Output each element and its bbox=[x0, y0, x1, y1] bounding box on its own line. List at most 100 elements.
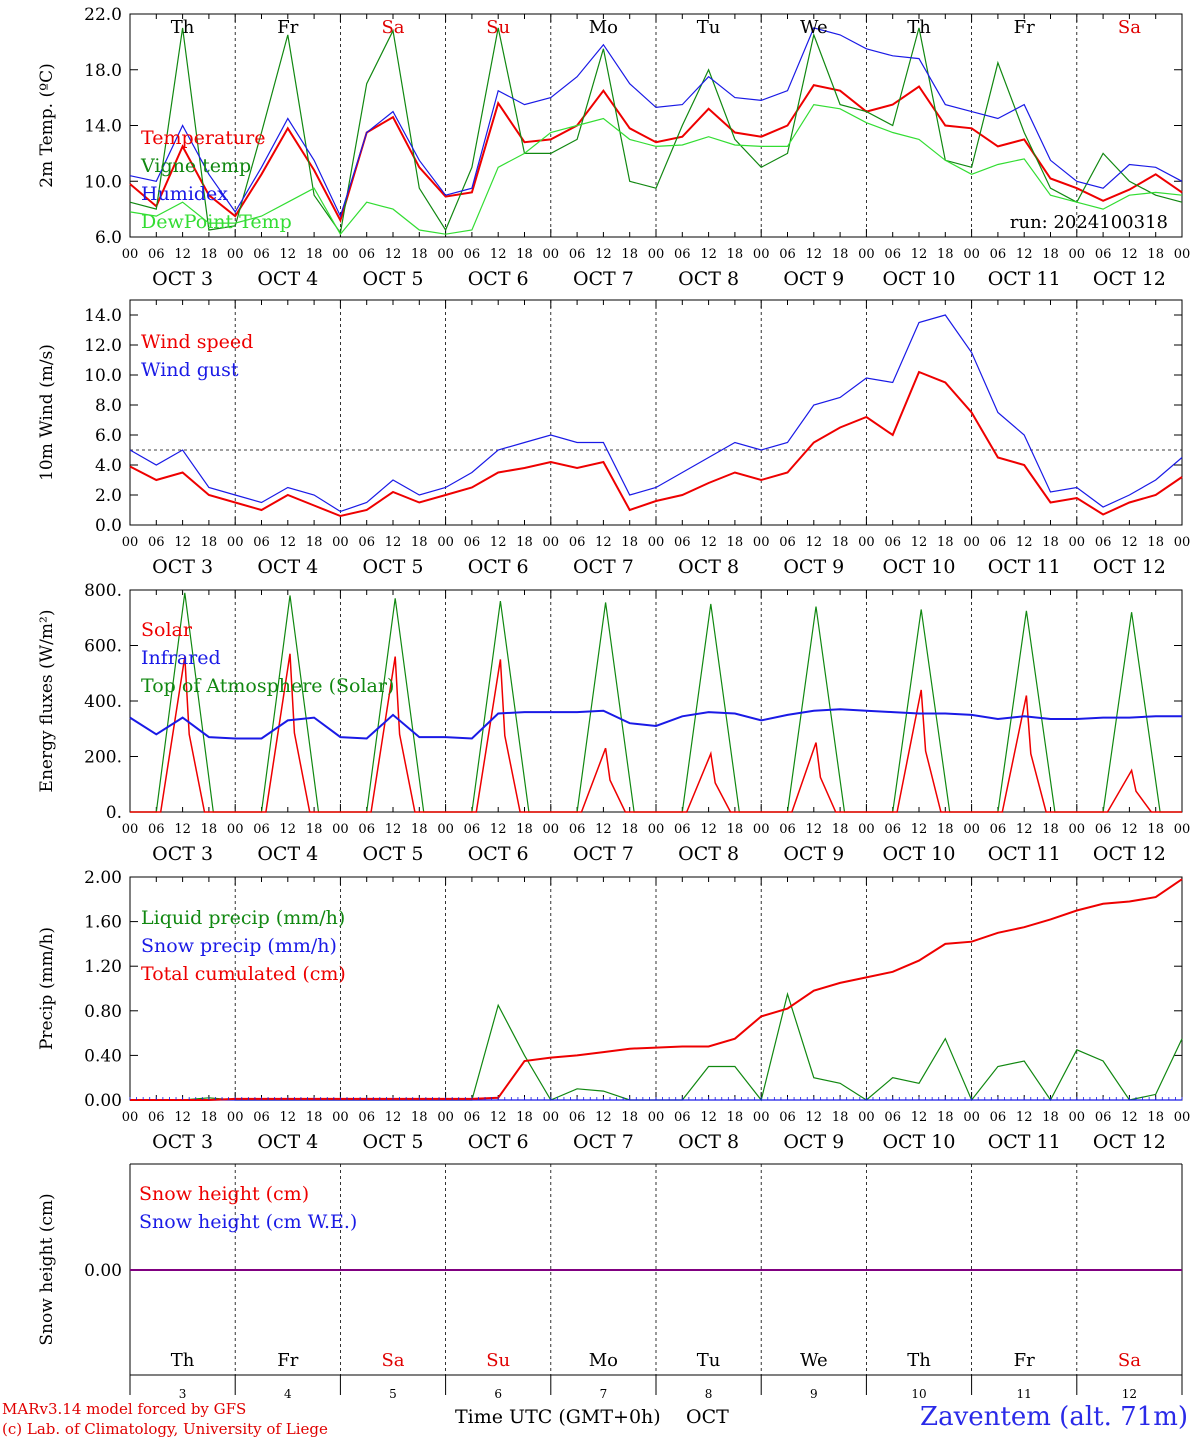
hour-tick-label: 12 bbox=[911, 535, 928, 550]
hour-tick-label: 12 bbox=[490, 247, 507, 262]
date-label: OCT 9 bbox=[783, 556, 844, 578]
day-number-label: 7 bbox=[600, 1387, 608, 1401]
hour-tick-label: 06 bbox=[358, 1110, 375, 1125]
hour-tick-label: 00 bbox=[963, 535, 980, 550]
hour-tick-label: 06 bbox=[253, 822, 270, 837]
hour-tick-label: 06 bbox=[148, 1110, 165, 1125]
hour-tick-label: 00 bbox=[1174, 822, 1191, 837]
hour-tick-label: 00 bbox=[648, 247, 665, 262]
y-tick-label: 600. bbox=[84, 637, 122, 657]
day-name-label: Mo bbox=[589, 17, 618, 38]
hour-tick-label: 18 bbox=[832, 247, 849, 262]
hour-tick-label: 12 bbox=[806, 247, 823, 262]
hour-tick-label: 00 bbox=[437, 247, 454, 262]
legend-entry-0-1: Vigne temp bbox=[140, 155, 251, 177]
hour-tick-label: 06 bbox=[464, 535, 481, 550]
hour-tick-label: 12 bbox=[174, 1110, 191, 1125]
hour-tick-label: 06 bbox=[1095, 247, 1112, 262]
day-name-label: Sa bbox=[1118, 17, 1141, 38]
hour-tick-label: 18 bbox=[1042, 822, 1059, 837]
hour-tick-label: 18 bbox=[1042, 1110, 1059, 1125]
hour-tick-label: 00 bbox=[122, 822, 139, 837]
hour-tick-label: 00 bbox=[1069, 247, 1086, 262]
y-tick-label: 14.0 bbox=[84, 306, 122, 326]
panel-frame-0 bbox=[129, 13, 1183, 238]
hour-tick-label: 06 bbox=[569, 247, 586, 262]
hour-tick-label: 06 bbox=[779, 1110, 796, 1125]
hour-tick-label: 12 bbox=[174, 247, 191, 262]
hour-tick-label: 12 bbox=[700, 1110, 717, 1125]
y-tick-label: 10.0 bbox=[84, 172, 122, 192]
date-label: OCT 11 bbox=[988, 1131, 1061, 1153]
hour-tick-label: 18 bbox=[201, 822, 218, 837]
date-label: OCT 9 bbox=[783, 268, 844, 290]
hour-tick-label: 00 bbox=[227, 247, 244, 262]
hour-tick-label: 18 bbox=[201, 247, 218, 262]
hour-tick-label: 18 bbox=[937, 822, 954, 837]
hour-tick-label: 06 bbox=[253, 247, 270, 262]
hour-tick-label: 06 bbox=[569, 535, 586, 550]
day-name-label: Sa bbox=[381, 1350, 404, 1371]
model-credit: MARv3.14 model forced by GFS bbox=[2, 1400, 247, 1418]
hour-tick-label: 12 bbox=[806, 822, 823, 837]
hour-tick-label: 06 bbox=[884, 535, 901, 550]
hour-tick-label: 18 bbox=[516, 247, 533, 262]
date-label: OCT 6 bbox=[468, 843, 529, 865]
hour-tick-label: 12 bbox=[385, 535, 402, 550]
hour-tick-label: 18 bbox=[1042, 535, 1059, 550]
date-label: OCT 5 bbox=[363, 1131, 424, 1153]
hour-tick-label: 00 bbox=[963, 247, 980, 262]
x-axis-month: OCT bbox=[686, 1406, 729, 1428]
series-line-temperature bbox=[129, 83, 1183, 223]
date-label: OCT 5 bbox=[363, 556, 424, 578]
hour-tick-label: 06 bbox=[358, 535, 375, 550]
hour-tick-label: 18 bbox=[1147, 822, 1164, 837]
day-number-label: 10 bbox=[911, 1387, 926, 1401]
day-number-label: 8 bbox=[705, 1387, 713, 1401]
hour-tick-label: 12 bbox=[911, 247, 928, 262]
day-name-label: Su bbox=[486, 17, 510, 38]
hour-tick-label: 18 bbox=[727, 247, 744, 262]
hour-tick-label: 00 bbox=[437, 1110, 454, 1125]
y-tick-label: 2.0 bbox=[95, 486, 122, 506]
day-number-label: 9 bbox=[810, 1387, 818, 1401]
day-number-label: 4 bbox=[284, 1387, 292, 1401]
hour-tick-label: 06 bbox=[464, 822, 481, 837]
day-name-label: Fr bbox=[1014, 1350, 1035, 1371]
hour-tick-label: 18 bbox=[411, 247, 428, 262]
hour-tick-label: 18 bbox=[727, 535, 744, 550]
date-label: OCT 5 bbox=[363, 843, 424, 865]
hour-tick-label: 18 bbox=[832, 535, 849, 550]
hour-tick-label: 06 bbox=[674, 1110, 691, 1125]
hour-tick-label: 18 bbox=[516, 822, 533, 837]
y-tick-label: 2.00 bbox=[84, 868, 122, 888]
hour-tick-label: 00 bbox=[1069, 1110, 1086, 1125]
hour-tick-label: 12 bbox=[385, 822, 402, 837]
y-tick-label: 400. bbox=[84, 692, 122, 712]
hour-tick-label: 12 bbox=[1016, 247, 1033, 262]
hour-tick-label: 00 bbox=[227, 822, 244, 837]
y-tick-label: 0.80 bbox=[84, 1002, 122, 1022]
hour-tick-label: 12 bbox=[385, 1110, 402, 1125]
y-tick-label: 0.00 bbox=[84, 1091, 122, 1111]
hour-tick-label: 12 bbox=[1016, 1110, 1033, 1125]
hour-tick-label: 00 bbox=[753, 1110, 770, 1125]
hour-tick-label: 06 bbox=[358, 822, 375, 837]
date-label: OCT 8 bbox=[678, 1131, 739, 1153]
y-tick-label: 200. bbox=[84, 748, 122, 768]
series-line-total-cumulated-cm- bbox=[130, 878, 1183, 1101]
legend-entry-3-1: Snow precip (mm/h) bbox=[141, 935, 337, 957]
hour-tick-label: 00 bbox=[543, 1110, 560, 1125]
day-name-label: Th bbox=[171, 1350, 195, 1371]
hour-tick-label: 00 bbox=[753, 247, 770, 262]
hour-tick-label: 18 bbox=[201, 1110, 218, 1125]
hour-tick-label: 18 bbox=[937, 247, 954, 262]
hour-tick-label: 00 bbox=[963, 1110, 980, 1125]
hour-tick-label: 00 bbox=[1069, 535, 1086, 550]
hour-tick-label: 00 bbox=[858, 247, 875, 262]
date-label: OCT 7 bbox=[573, 843, 634, 865]
hour-tick-label: 18 bbox=[832, 1110, 849, 1125]
hour-tick-label: 18 bbox=[306, 1110, 323, 1125]
hour-tick-label: 12 bbox=[490, 535, 507, 550]
date-label: OCT 11 bbox=[988, 843, 1061, 865]
